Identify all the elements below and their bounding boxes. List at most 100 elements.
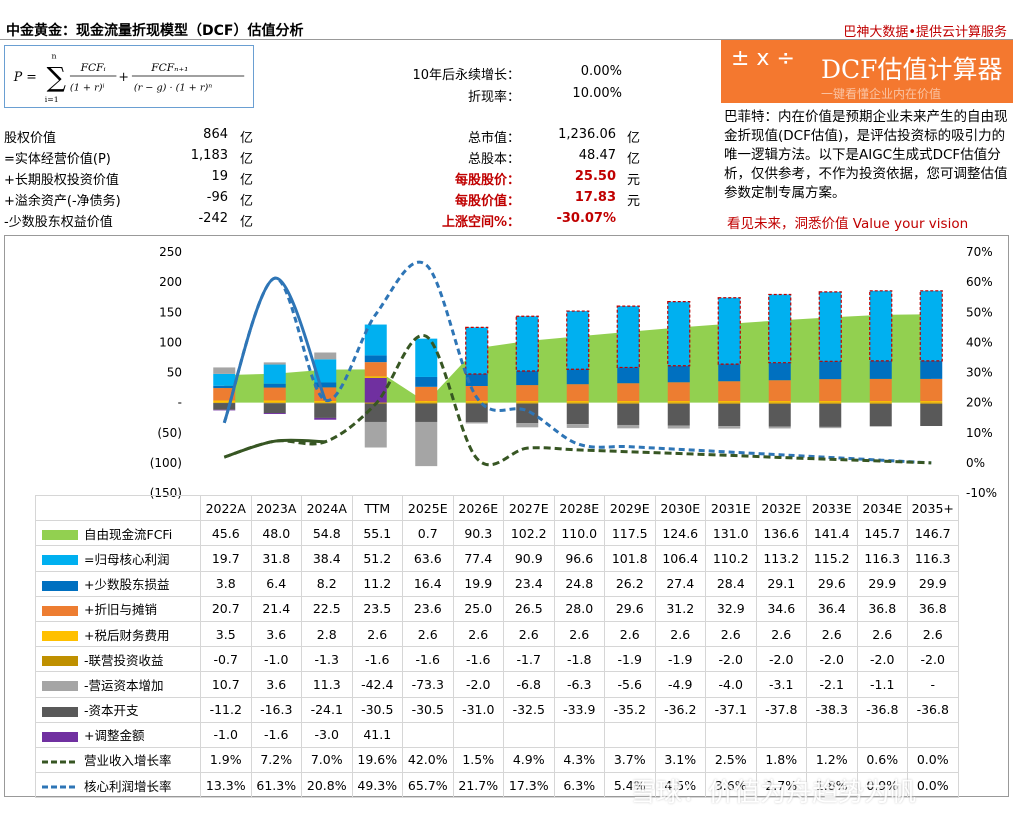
equity-item-label: +溢余资产(-净债务) xyxy=(4,194,121,209)
data-cell: 36.8 xyxy=(856,595,908,622)
svg-text:FCFₙ₊₁: FCFₙ₊₁ xyxy=(150,61,188,74)
data-cell: 145.7 xyxy=(856,520,908,547)
category-label: 2025E xyxy=(402,494,454,522)
data-cell: 34.6 xyxy=(755,595,807,622)
svg-text:(r − g) · (1 + r)ⁿ: (r − g) · (1 + r)ⁿ xyxy=(134,83,212,94)
legend-swatch-core xyxy=(42,555,78,566)
bar-core xyxy=(566,310,590,370)
header-divider xyxy=(0,39,1013,40)
data-cell: -38.3 xyxy=(806,696,858,723)
equity-item-label: -少数股东权益价值 xyxy=(4,215,113,230)
table-row: 核心利润增长率 13.3% 61.3% 20.8% 49.3% 65.7% 21.7% 17.… xyxy=(35,772,959,799)
bar-adj xyxy=(364,377,387,403)
bar-capex xyxy=(718,403,741,427)
category-label: 2024A xyxy=(301,494,353,522)
data-cell: 22.5 xyxy=(301,595,353,622)
data-cell: 96.6 xyxy=(553,545,605,572)
market-item-unit: 元 xyxy=(627,194,641,209)
data-cell: 6.3% xyxy=(553,772,605,799)
bar-assoc xyxy=(566,402,589,404)
data-cell: 23.6 xyxy=(402,595,454,622)
bar-wc xyxy=(314,352,337,360)
y-axis-tick: 100 xyxy=(159,335,182,349)
data-cell: 2.6 xyxy=(907,620,959,648)
data-cell: 3.8 xyxy=(200,570,252,597)
legend-swatch-wc xyxy=(42,681,78,692)
data-cell: 26.2 xyxy=(604,570,656,597)
y2-axis-tick: 50% xyxy=(966,305,993,319)
bar-wc xyxy=(718,426,741,429)
category-label: TTM xyxy=(351,494,403,522)
data-cell: 24.8 xyxy=(553,570,605,597)
bar-dep xyxy=(768,380,791,402)
y2-axis-tick: 10% xyxy=(966,426,993,440)
data-cell: -24.1 xyxy=(301,696,353,723)
data-cell: - xyxy=(907,671,959,698)
y2-axis-tick: 0% xyxy=(966,456,985,470)
data-cell: 3.6 xyxy=(250,620,302,648)
y2-axis-tick: 60% xyxy=(966,275,993,289)
data-cell: -31.0 xyxy=(452,696,504,723)
param-value: 0.00% xyxy=(580,64,622,79)
data-cell: 32.9 xyxy=(705,595,757,622)
data-cell: -1.9 xyxy=(604,646,656,673)
bar-assoc xyxy=(314,402,337,404)
market-item-value: 17.83 xyxy=(574,190,616,205)
data-cell: 102.2 xyxy=(503,520,555,547)
service-tagline: 巴神大数据•提供云计算服务 xyxy=(843,25,1007,40)
market-item-label: 总股本： xyxy=(467,152,520,167)
data-cell: 10.7 xyxy=(200,671,252,698)
bar-dep xyxy=(263,387,286,401)
data-cell: 1.9% xyxy=(200,746,252,774)
series-name: -联营投资收益 xyxy=(84,652,164,668)
category-label: 2035+ xyxy=(907,494,959,522)
legend-entry: -资本开支 xyxy=(35,696,201,723)
data-cell: 29.6 xyxy=(604,595,656,622)
bar-assoc xyxy=(819,402,842,404)
bar-minority xyxy=(516,370,539,386)
bar-wc xyxy=(516,423,539,428)
data-cell: 117.5 xyxy=(604,520,656,547)
bar-minority xyxy=(920,360,943,379)
dcf-calculator-banner[interactable]: ± x ÷ DCF估值计算器 一键看懂企业内在价值 xyxy=(721,40,1013,103)
y2-axis-tick: 20% xyxy=(966,396,993,410)
table-row: -资本开支 -11.2 -16.3 -24.1 -30.5 -30.5 -31.0 -32.5… xyxy=(35,696,959,723)
data-cell: 25.0 xyxy=(452,595,504,622)
buffett-description: 巴菲特：内在价值是预期企业未来产生的自由现金折现值(DCF估值)，是评估投资标的… xyxy=(724,109,1008,201)
bar-dep xyxy=(364,362,387,377)
line-profit-growth xyxy=(222,260,932,465)
param-label: 折现率： xyxy=(467,90,520,105)
data-cell xyxy=(553,721,605,748)
data-cell: 2.6 xyxy=(806,620,858,648)
equity-item-value: -242 xyxy=(198,211,228,226)
bar-dep xyxy=(213,388,236,401)
data-cell: 29.9 xyxy=(907,570,959,597)
legend-swatch-minority xyxy=(42,580,78,591)
equity-item-unit: 亿 xyxy=(240,152,254,167)
data-cell: 8.2 xyxy=(301,570,353,597)
bar-wc xyxy=(213,367,236,374)
data-cell: -2.1 xyxy=(806,671,858,698)
legend-entry: -联营投资收益 xyxy=(35,646,201,673)
data-cell: -1.9 xyxy=(654,646,706,673)
data-cell: 2.6 xyxy=(856,620,908,648)
data-cell: -2.0 xyxy=(452,671,504,698)
bar-capex xyxy=(465,403,488,423)
equity-item-label: 股权价值 xyxy=(4,131,57,146)
legend-line-profit xyxy=(42,785,78,789)
bar-dep xyxy=(415,386,438,402)
data-cell: 136.6 xyxy=(755,520,807,547)
data-cell: 20.8% xyxy=(301,772,353,799)
bar-minority xyxy=(415,376,438,387)
category-label: 2028E xyxy=(553,494,605,522)
data-cell: -0.7 xyxy=(200,646,252,673)
calculator-ops-icon: ± x ÷ xyxy=(731,46,795,71)
bar-fin xyxy=(364,376,387,378)
data-cell: 19.6% xyxy=(351,746,403,774)
data-cell: 23.4 xyxy=(503,570,555,597)
data-cell: 3.7% xyxy=(604,746,656,774)
data-cell: -73.3 xyxy=(402,671,454,698)
series-name: 自由现金流FCFi xyxy=(84,526,173,542)
data-cell: 131.0 xyxy=(705,520,757,547)
